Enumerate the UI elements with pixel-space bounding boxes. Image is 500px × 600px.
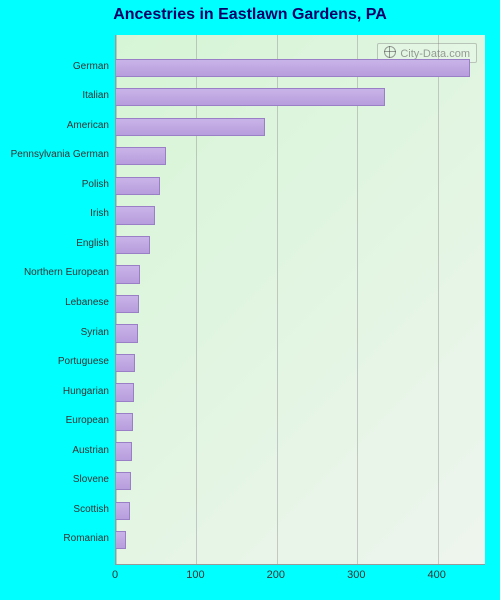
y-tick-label: Slovene bbox=[0, 474, 109, 485]
y-tick-label: Scottish bbox=[0, 504, 109, 515]
bar bbox=[116, 236, 150, 254]
bar bbox=[116, 472, 131, 490]
y-tick-label: Portuguese bbox=[0, 356, 109, 367]
bar bbox=[116, 265, 140, 283]
bar bbox=[116, 354, 135, 372]
y-tick-label: American bbox=[0, 120, 109, 131]
gridline bbox=[438, 35, 439, 564]
y-tick-label: European bbox=[0, 415, 109, 426]
bar bbox=[116, 206, 155, 224]
plot-area: City-Data.com bbox=[115, 35, 485, 565]
bar bbox=[116, 177, 160, 195]
x-tick-label: 0 bbox=[112, 569, 118, 581]
y-tick-label: Lebanese bbox=[0, 297, 109, 308]
y-tick-label: Romanian bbox=[0, 533, 109, 544]
chart-page: Ancestries in Eastlawn Gardens, PA City-… bbox=[0, 0, 500, 600]
bar bbox=[116, 442, 132, 460]
bar bbox=[116, 88, 385, 106]
y-tick-label: Italian bbox=[0, 90, 109, 101]
bar bbox=[116, 383, 134, 401]
y-tick-label: Syrian bbox=[0, 327, 109, 338]
y-tick-label: Hungarian bbox=[0, 386, 109, 397]
bar bbox=[116, 413, 133, 431]
bar bbox=[116, 502, 130, 520]
bar bbox=[116, 147, 166, 165]
y-tick-label: German bbox=[0, 61, 109, 72]
chart-title: Ancestries in Eastlawn Gardens, PA bbox=[0, 6, 500, 24]
y-tick-label: Pennsylvania German bbox=[0, 149, 109, 160]
y-tick-label: Northern European bbox=[0, 267, 109, 278]
x-tick-label: 200 bbox=[267, 569, 285, 581]
x-tick-label: 400 bbox=[428, 569, 446, 581]
bar bbox=[116, 324, 138, 342]
y-tick-label: Irish bbox=[0, 208, 109, 219]
y-tick-label: Polish bbox=[0, 179, 109, 190]
gridline bbox=[277, 35, 278, 564]
x-tick-label: 300 bbox=[347, 569, 365, 581]
bar bbox=[116, 531, 126, 549]
gridline bbox=[357, 35, 358, 564]
gridline bbox=[196, 35, 197, 564]
bar bbox=[116, 59, 470, 77]
bar bbox=[116, 118, 265, 136]
globe-icon bbox=[384, 46, 396, 58]
x-tick-label: 100 bbox=[186, 569, 204, 581]
y-tick-label: Austrian bbox=[0, 445, 109, 456]
y-tick-label: English bbox=[0, 238, 109, 249]
bar bbox=[116, 295, 139, 313]
